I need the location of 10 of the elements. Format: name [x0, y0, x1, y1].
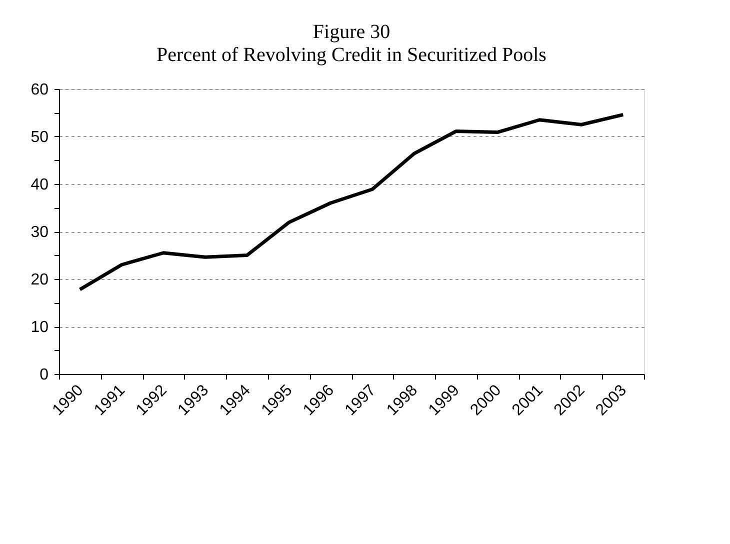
y-tick-label: 40: [30, 176, 49, 194]
y-tick-label: 60: [30, 82, 49, 98]
y-tick-label: 10: [30, 319, 49, 336]
y-tick-label: 0: [40, 366, 49, 384]
line-series: [78, 112, 625, 292]
y-tick-label: 50: [30, 129, 49, 146]
y-tick-label: 30: [30, 224, 49, 241]
chart-title: Figure 30: [312, 21, 390, 43]
chart-subtitle: Percent of Revolving Credit in Securitized Pools: [156, 44, 547, 66]
y-tick-label: 20: [30, 272, 49, 288]
